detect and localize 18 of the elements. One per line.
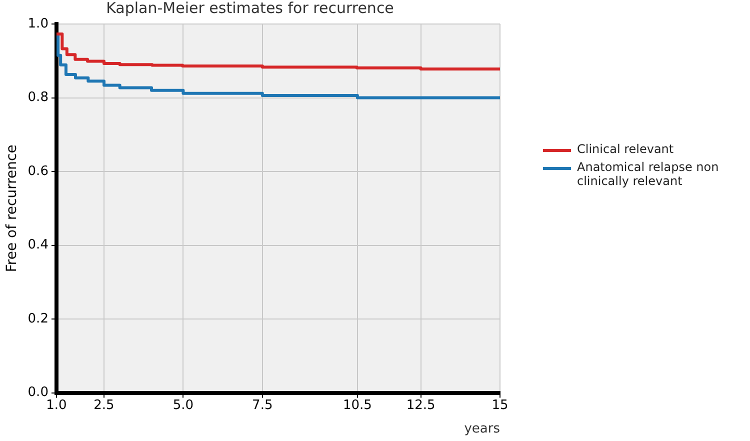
- legend-label: Anatomical relapse non clinically relevant: [577, 160, 720, 188]
- x-tick-label: 10.5: [342, 398, 372, 413]
- x-tick-label: 15: [492, 398, 508, 413]
- x-tick-label: 5.0: [172, 398, 194, 413]
- y-tick-label: 0.4: [28, 238, 48, 253]
- legend-label: Clinical relevant: [577, 142, 674, 156]
- x-tick-label: 2.5: [94, 398, 114, 413]
- y-tick-label: 0.0: [28, 385, 48, 400]
- chart-title: Kaplan-Meier estimates for recurrence: [106, 0, 394, 17]
- x-axis-title: years: [464, 422, 500, 437]
- y-tick-label: 0.8: [28, 90, 48, 106]
- y-tick-label: 1.0: [28, 16, 48, 32]
- y-axis-title: Free of recurrence: [4, 144, 20, 272]
- x-tick-label: 12.5: [406, 398, 436, 413]
- x-tick-label: 1.0: [46, 398, 67, 413]
- x-tick-label: 7.5: [252, 398, 273, 413]
- y-tick-label: 0.6: [28, 164, 48, 179]
- y-tick-label: 0.2: [28, 311, 48, 326]
